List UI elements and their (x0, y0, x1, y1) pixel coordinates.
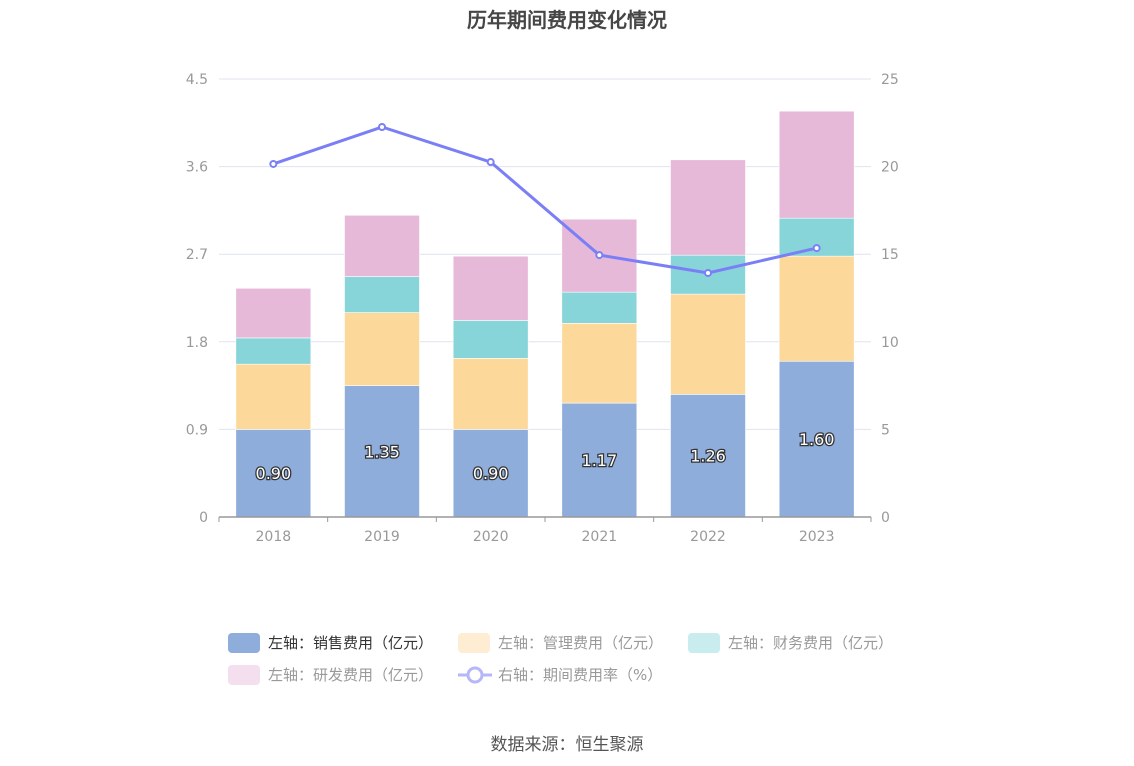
legend-item[interactable]: 左轴：财务费用（亿元） (688, 632, 893, 653)
y-left-tick-label: 0.9 (186, 422, 208, 438)
y-left-tick-label: 3.6 (186, 160, 208, 176)
legend-label: 右轴：期间费用率（%） (498, 666, 663, 684)
bar-segment (235, 337, 312, 365)
legend-item[interactable]: 左轴：管理费用（亿元） (458, 632, 663, 653)
y-left-tick-label: 1.8 (186, 335, 208, 351)
bar-segment (561, 291, 638, 324)
x-tick-label: 2022 (690, 529, 726, 545)
legend-item[interactable]: 左轴：销售费用（亿元） (228, 632, 433, 653)
bar-segment (344, 276, 420, 313)
line-series (272, 125, 818, 275)
line-point (378, 123, 386, 132)
x-tick-label: 2021 (582, 529, 618, 545)
bar-segment (235, 429, 312, 518)
y-left-tick-label: 0 (199, 510, 208, 526)
legend-item[interactable]: 右轴：期间费用率（%） (458, 664, 662, 685)
bar-data-label: 0.90 (473, 464, 509, 483)
x-tick-label: 2023 (799, 529, 835, 545)
y-right-tick-label: 15 (881, 247, 899, 263)
bar-segment (670, 159, 746, 256)
bar-segment (778, 360, 855, 518)
y-right-tick-label: 25 (881, 72, 899, 88)
bar-data-label: 1.35 (364, 442, 400, 461)
bar-segment (778, 110, 855, 219)
bar-segment (235, 363, 312, 430)
legend-swatch (688, 632, 720, 653)
bar-segment (452, 255, 529, 321)
bar-segment (344, 312, 420, 386)
bar-segment (561, 402, 638, 518)
legend-label: 左轴：财务费用（亿元） (728, 634, 894, 652)
line-point (269, 159, 278, 168)
bar-segment (344, 385, 420, 518)
y-right-tick-label: 0 (881, 510, 890, 526)
legend-swatch (228, 632, 260, 653)
x-tick-label: 2018 (256, 529, 292, 545)
line-point (595, 251, 604, 260)
bar-data-label: 0.90 (256, 464, 292, 483)
chart-title: 历年期间费用变化情况 (467, 8, 667, 32)
legend-label: 左轴：管理费用（亿元） (498, 634, 664, 652)
chart-svg: 0 0.9 1.8 2.7 3.6 4.5 0 5 10 15 20 25 0.90 1.35 0.90 1.… (186, 72, 899, 545)
bar-segment (561, 218, 638, 293)
bar-data-label: 1.17 (582, 451, 618, 470)
y-left-tick-label: 2.7 (186, 247, 208, 263)
bar-segment (670, 394, 746, 518)
line-point (812, 244, 821, 253)
bar-segment (344, 214, 420, 277)
line-point (704, 268, 712, 277)
legend-label: 左轴：研发费用（亿元） (268, 666, 434, 684)
bar-segment (452, 320, 529, 359)
line-point (486, 158, 495, 167)
y-right-tick-label: 20 (881, 160, 899, 176)
legend-line-marker-icon (458, 666, 492, 683)
bar-data-label: 1.26 (690, 447, 726, 466)
legend-swatch (458, 632, 490, 653)
x-tick-label: 2020 (473, 529, 509, 545)
legend-swatch (228, 664, 260, 685)
y-right-tick-label: 10 (881, 335, 899, 351)
data-source: 数据来源：恒生聚源 (490, 735, 644, 755)
y-right-tick-label: 5 (881, 422, 890, 438)
y-left-tick-label: 4.5 (186, 72, 208, 88)
bar-segment (670, 293, 746, 395)
legend-label: 左轴：销售费用（亿元） (268, 634, 434, 652)
bar-segment (561, 323, 638, 404)
bar-segment (452, 358, 529, 430)
bar-segment (235, 287, 312, 339)
x-tick-label: 2019 (364, 529, 400, 545)
legend-item[interactable]: 左轴：研发费用（亿元） (228, 664, 433, 685)
bar-data-label: 1.60 (799, 430, 835, 449)
bar-segment (452, 429, 529, 518)
bar-segment (778, 255, 855, 362)
